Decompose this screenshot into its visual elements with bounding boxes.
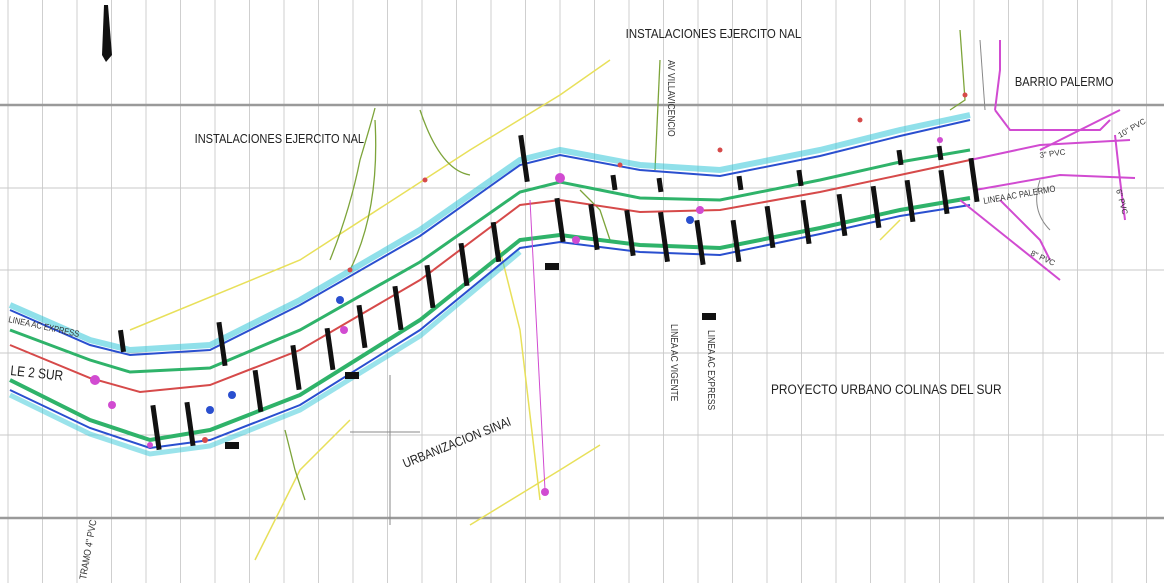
label-pvc-right-3: 10" PVC <box>1117 117 1148 140</box>
cross-section-bar <box>938 169 950 215</box>
label-calle-2-sur: LE 2 SUR <box>10 362 64 384</box>
survey-points <box>90 92 968 496</box>
label-linea-vigente: LINEA AC VIGENTE <box>669 324 680 401</box>
cross-section-bar <box>870 185 882 229</box>
cross-section-bar <box>150 404 162 451</box>
cross-section-bars <box>117 134 980 451</box>
cross-section-bar <box>896 149 904 166</box>
survey-point <box>541 488 549 496</box>
manhole-boxes <box>225 263 716 449</box>
survey-point <box>686 216 694 224</box>
survey-point <box>717 147 723 153</box>
survey-point <box>555 173 565 183</box>
survey-point <box>108 401 116 409</box>
survey-point <box>572 236 580 244</box>
label-pvc-right-vertical: 6" PVC <box>1114 188 1129 216</box>
cross-section-bar <box>490 221 502 263</box>
cross-section-bar <box>458 242 470 287</box>
yellow-boundaries <box>129 59 901 561</box>
label-instalaciones-top: INSTALACIONES EJERCITO NAL <box>626 26 802 41</box>
cross-section-bar <box>424 264 436 309</box>
cross-section-bar <box>184 401 196 447</box>
survey-point <box>336 296 344 304</box>
cross-section-bar <box>356 304 368 349</box>
cross-section-bar <box>800 199 812 245</box>
cross-section-bar <box>764 205 776 249</box>
cross-section-bar <box>796 169 804 187</box>
label-pvc-right-1: 3" PVC <box>1039 147 1066 160</box>
cross-section-bar <box>968 157 980 203</box>
survey-point <box>340 326 348 334</box>
survey-point <box>962 92 968 98</box>
survey-point <box>206 406 214 414</box>
cross-section-bar <box>936 145 944 161</box>
cross-section-bar <box>624 209 636 257</box>
cross-section-bar <box>392 285 404 331</box>
cross-section-bar <box>904 179 916 223</box>
property-curves <box>284 29 966 501</box>
road-corridor <box>8 112 971 457</box>
side-lines <box>350 39 1051 525</box>
cross-section-bar <box>658 211 670 263</box>
top-marker <box>102 5 112 62</box>
survey-point <box>202 437 208 443</box>
cross-section-bar <box>694 219 706 266</box>
cross-section-bar <box>252 369 264 413</box>
survey-point <box>90 375 100 385</box>
cross-section-bar <box>554 197 566 243</box>
label-instalaciones-left: INSTALACIONES EJERCITO NAL <box>195 131 365 146</box>
survey-point <box>228 391 236 399</box>
survey-point <box>937 137 943 143</box>
cross-section-bar <box>324 327 336 371</box>
cross-section-bar <box>730 219 742 263</box>
survey-point <box>422 177 428 183</box>
cross-section-bar <box>117 329 127 353</box>
survey-point <box>147 442 153 448</box>
cross-section-bar <box>836 193 848 237</box>
cross-section-bar <box>518 134 530 183</box>
label-tramo-pvc: TRAMO 4" PVC <box>78 519 99 581</box>
label-proyecto-urbano: PROYECTO URBANO COLINAS DEL SUR <box>771 381 1002 397</box>
cross-section-bar <box>610 174 618 191</box>
survey-point <box>347 267 353 273</box>
cross-section-bar <box>290 344 302 391</box>
survey-point <box>857 117 863 123</box>
survey-point <box>617 162 623 168</box>
magenta-pipes <box>529 40 1136 491</box>
cross-section-bar <box>216 321 228 367</box>
survey-point <box>696 206 704 214</box>
cross-section-bar <box>588 203 600 251</box>
label-barrio-palermo: BARRIO PALERMO <box>1015 74 1114 89</box>
label-av-vertical: AV VILLAVICENCIO <box>666 60 677 137</box>
label-linea-express-vertical: LINEA AC EXPRESS <box>706 330 717 410</box>
cross-section-bar <box>736 175 744 191</box>
cross-section-bar <box>656 177 664 193</box>
